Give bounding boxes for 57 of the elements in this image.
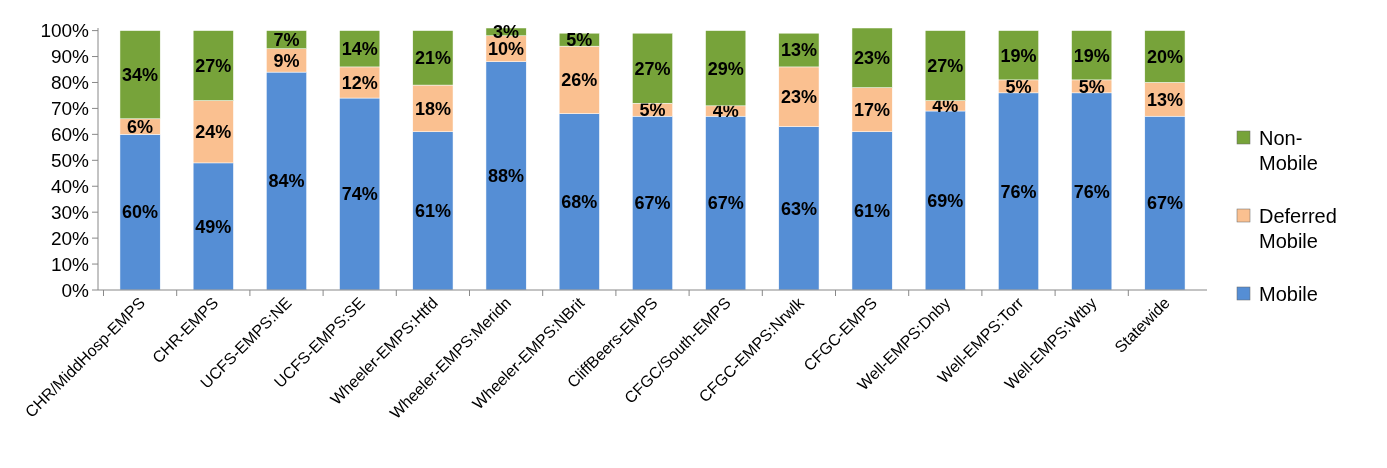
data-label: 6% — [127, 116, 154, 137]
y-tick-label: 70% — [50, 98, 90, 120]
data-label: 74% — [341, 184, 378, 205]
data-label: 49% — [195, 216, 232, 237]
data-label: 60% — [122, 202, 159, 223]
data-label: 27% — [927, 55, 964, 76]
y-tick-label: 10% — [50, 253, 90, 275]
legend-label: Non-Mobile — [1259, 127, 1318, 174]
data-label: 7% — [273, 29, 300, 50]
data-label: 5% — [1005, 76, 1032, 97]
data-label: 27% — [195, 55, 232, 76]
y-tick-label: 60% — [50, 124, 90, 146]
legend-label: Deferred Mobile — [1259, 205, 1337, 252]
data-label: 69% — [927, 190, 964, 211]
y-tick-label: 80% — [50, 72, 90, 94]
data-label: 14% — [341, 39, 378, 60]
data-label: 27% — [634, 58, 671, 79]
data-label: 5% — [1078, 76, 1105, 97]
y-tick-label: 30% — [50, 201, 90, 223]
data-label: 17% — [854, 100, 891, 121]
data-label: 13% — [780, 40, 817, 61]
data-label: 88% — [488, 166, 525, 187]
data-label: 67% — [1146, 193, 1183, 214]
data-label: 63% — [780, 198, 817, 219]
y-tick-label: 20% — [50, 227, 90, 249]
data-label: 5% — [639, 100, 666, 121]
data-label: 67% — [634, 193, 671, 214]
data-label: 9% — [273, 50, 300, 71]
data-label: 29% — [707, 58, 744, 79]
data-label: 26% — [561, 70, 598, 91]
data-label: 68% — [561, 192, 598, 213]
data-label: 19% — [1000, 45, 1037, 66]
data-label: 5% — [566, 29, 593, 50]
data-label: 21% — [414, 48, 451, 69]
data-label: 67% — [707, 193, 744, 214]
data-label: 13% — [1146, 89, 1183, 110]
data-label: 76% — [1073, 181, 1110, 202]
data-label: 10% — [488, 39, 525, 60]
legend-label: Mobile — [1259, 283, 1318, 305]
y-tick-label: 90% — [50, 46, 90, 68]
data-label: 20% — [1146, 46, 1183, 67]
data-label: 76% — [1000, 181, 1037, 202]
data-label: 84% — [268, 171, 305, 192]
data-label: 61% — [854, 201, 891, 222]
data-label: 23% — [854, 48, 891, 69]
data-label: 12% — [341, 72, 378, 93]
y-tick-label: 100% — [40, 20, 90, 42]
y-tick-label: 50% — [50, 149, 90, 171]
data-label: 61% — [414, 201, 451, 222]
y-tick-label: 40% — [50, 175, 90, 197]
data-label: 18% — [414, 98, 451, 119]
data-label: 24% — [195, 122, 232, 143]
data-label: 23% — [780, 87, 817, 108]
data-label: 4% — [712, 101, 739, 122]
data-label: 34% — [122, 64, 159, 85]
data-label: 19% — [1073, 45, 1110, 66]
y-tick-label: 0% — [61, 279, 90, 301]
